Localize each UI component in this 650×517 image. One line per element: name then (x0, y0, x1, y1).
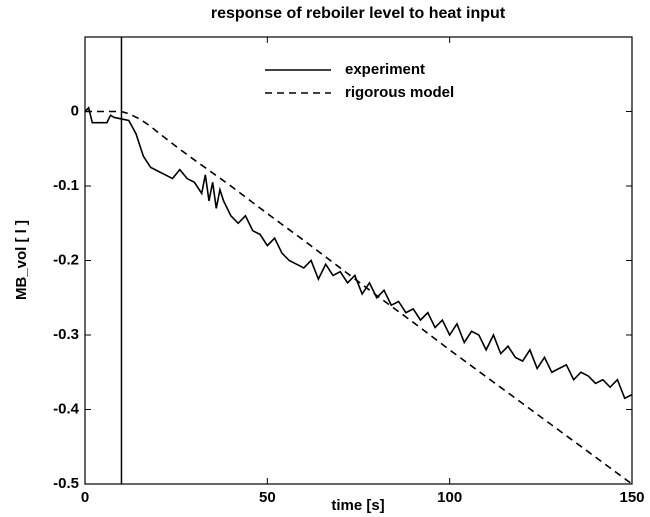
x-tick-label: 0 (81, 489, 89, 506)
x-tick-label: 50 (259, 489, 276, 506)
x-tick-label: 150 (619, 489, 644, 506)
y-tick-label: -0.1 (53, 177, 79, 194)
plot-frame (84, 36, 633, 485)
y-axis-label: MB_vol [ l ] (13, 220, 30, 300)
series-line (84, 106, 633, 400)
series-line (85, 110, 633, 485)
legend-label: rigorous model (345, 84, 454, 101)
y-tick-label: -0.2 (53, 251, 79, 268)
legend-label: experiment (345, 61, 425, 78)
x-tick-label: 100 (437, 489, 462, 506)
y-tick-label: -0.3 (53, 326, 79, 343)
y-tick-label: -0.4 (53, 400, 80, 417)
y-tick-label: -0.5 (53, 475, 79, 492)
y-tick-label: 0 (71, 102, 79, 119)
chart-title: response of reboiler level to heat input (211, 5, 506, 22)
x-axis-label: time [s] (331, 497, 384, 514)
